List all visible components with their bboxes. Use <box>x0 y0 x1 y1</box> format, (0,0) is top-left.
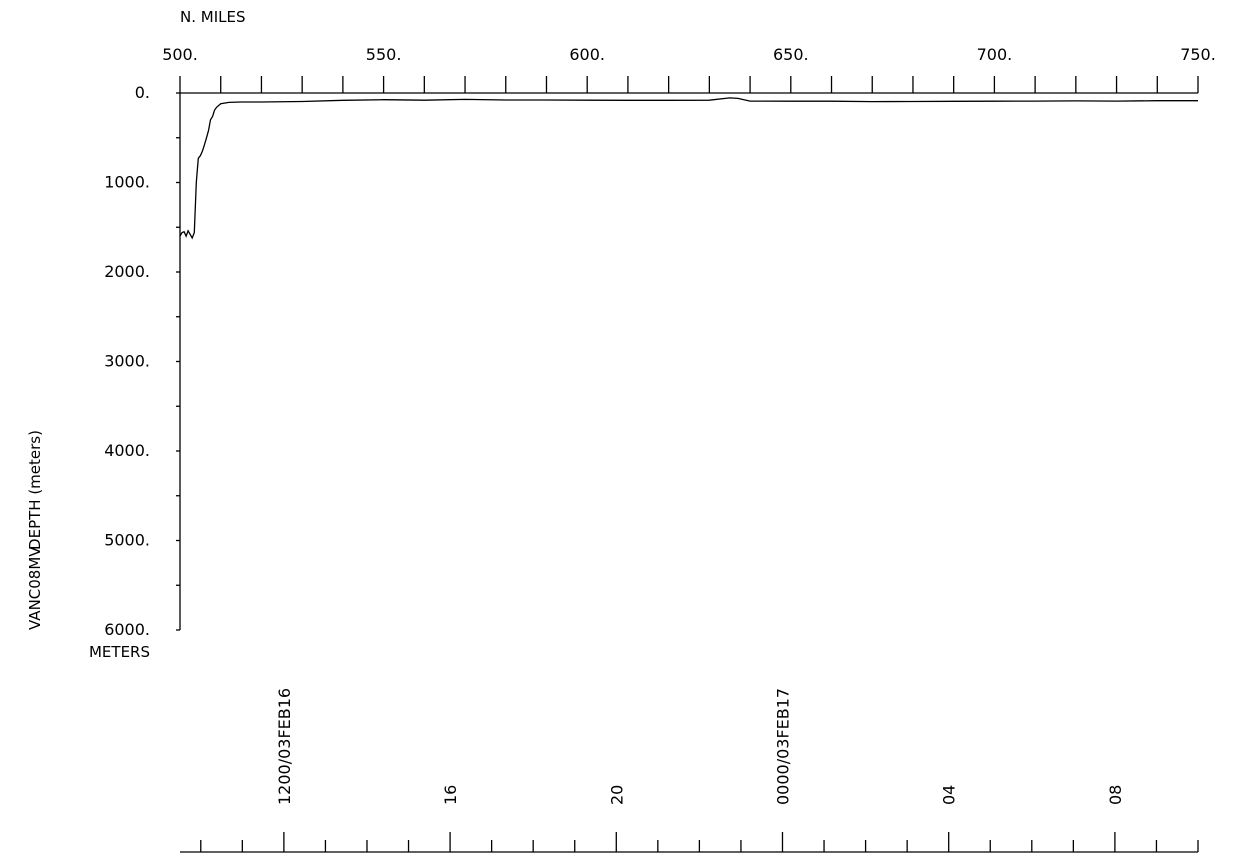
time-tick-label: 20 <box>607 785 626 805</box>
y-axis: 0. 1000. 2000. 3000. 4000. 5000. 6000. <box>104 83 181 639</box>
x-axis: 500. 550. 600. 650. 700. 750. <box>162 45 1216 94</box>
series-layer <box>179 97 1198 240</box>
y-axis-title: DEPTH (meters) <box>26 430 44 550</box>
x-tick-label: 500. <box>162 45 198 64</box>
y-axis-side-label: VANC08MV <box>26 546 44 630</box>
y-tick-label: 4000. <box>104 441 150 460</box>
y-tick-label: 5000. <box>104 531 150 550</box>
time-tick-label: 04 <box>940 785 959 805</box>
time-tick-label: 08 <box>1106 785 1125 805</box>
y-tick-label: 0. <box>135 83 150 102</box>
time-tick-label: 0000/03FEB17 <box>773 688 792 805</box>
time-axis: 1200/03FEB16 16 20 0000/03FEB17 04 08 <box>180 688 1199 853</box>
x-tick-label: 550. <box>366 45 402 64</box>
series-line <box>179 97 1198 240</box>
x-axis-title: N. MILES <box>180 8 245 26</box>
y-tick-label: 3000. <box>104 352 150 371</box>
y-tick-label: 2000. <box>104 262 150 281</box>
x-tick-label: 700. <box>977 45 1013 64</box>
time-tick-label: 16 <box>441 785 460 805</box>
y-tick-label: 6000. <box>104 620 150 639</box>
y-tick-label: 1000. <box>104 173 150 192</box>
x-tick-label: 600. <box>569 45 605 64</box>
y-axis-unit-label: METERS <box>89 643 150 661</box>
x-tick-label: 650. <box>773 45 809 64</box>
time-tick-label: 1200/03FEB16 <box>275 688 294 805</box>
x-tick-label: 750. <box>1180 45 1216 64</box>
